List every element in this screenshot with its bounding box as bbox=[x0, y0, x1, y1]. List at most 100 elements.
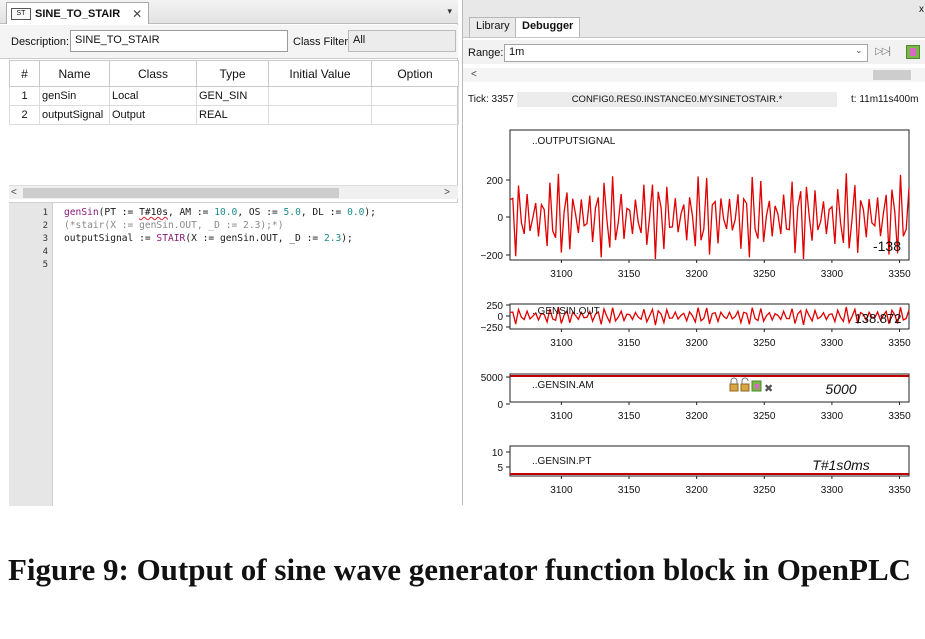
close-icon[interactable]: x bbox=[919, 4, 924, 15]
y-tick-label: 0 bbox=[497, 312, 503, 323]
table-cell[interactable] bbox=[371, 86, 459, 106]
class-filter-label: Class Filter: bbox=[293, 36, 352, 48]
plot-frame bbox=[509, 373, 910, 403]
x-tick-label: 3100 bbox=[550, 338, 573, 349]
x-tick-label: 3200 bbox=[686, 338, 709, 349]
scrollbar-thumb[interactable] bbox=[873, 70, 911, 80]
code-number: 2.3 bbox=[323, 233, 342, 244]
export-graph-icon[interactable] bbox=[906, 45, 920, 59]
debug-plots: 200 0 −200 ..OUTPUTSIGNAL -138 3100 3150 3200 32… bbox=[480, 129, 911, 496]
scrollbar-thumb[interactable] bbox=[23, 188, 339, 198]
table-cell[interactable] bbox=[268, 86, 372, 106]
tab-sine-to-stair[interactable]: ST SINE_TO_STAIR ✕ bbox=[6, 2, 150, 24]
column-header[interactable]: Name bbox=[39, 60, 110, 87]
y-tick-label: 5000 bbox=[481, 373, 504, 384]
description-row: Description: SINE_TO_STAIR Class Filter:… bbox=[0, 25, 458, 59]
code-number: 5.0 bbox=[283, 207, 301, 218]
st-code-editor[interactable]: 1 2 3 4 5 genSin(PT := T#10s, AM := 10.0… bbox=[9, 202, 458, 506]
table-cell[interactable]: outputSignal bbox=[39, 105, 110, 125]
line-number: 2 bbox=[42, 221, 48, 231]
x-tick-label: 3150 bbox=[618, 485, 641, 496]
table-cell[interactable] bbox=[268, 105, 372, 125]
pou-editor-pane: ST SINE_TO_STAIR ✕ ▾ Description: SINE_T… bbox=[0, 0, 459, 506]
y-tick-label: 250 bbox=[486, 301, 503, 312]
table-cell[interactable]: Local bbox=[109, 86, 197, 106]
x-tick-label: 3150 bbox=[618, 269, 641, 280]
fb-call-name: STAIR bbox=[156, 233, 186, 244]
chevron-down-icon[interactable]: ⌄ bbox=[855, 45, 863, 55]
range-horizontal-scrollbar[interactable]: < bbox=[463, 68, 925, 82]
range-select[interactable]: 1m bbox=[504, 44, 868, 62]
x-tick-label: 3350 bbox=[888, 338, 911, 349]
debugger-pane: Library Debugger x Range: 1m ⌄ ▷▷| < Tic… bbox=[462, 0, 925, 505]
code-text: ); bbox=[341, 233, 353, 244]
y-tick-label: 10 bbox=[492, 448, 504, 459]
table-cell[interactable]: 1 bbox=[9, 86, 40, 106]
table-cell[interactable]: Output bbox=[109, 105, 197, 125]
plot-frame bbox=[509, 445, 910, 477]
x-tick-label: 3350 bbox=[888, 485, 911, 496]
fast-forward-icon[interactable]: ▷▷| bbox=[875, 46, 891, 57]
lock-icon bbox=[729, 383, 739, 392]
table-cell[interactable] bbox=[371, 105, 459, 125]
plot-variable-label: ..OUTPUTSIGNAL bbox=[532, 136, 616, 147]
close-icon[interactable]: ✕ bbox=[132, 6, 143, 21]
x-tick-label: 3250 bbox=[753, 485, 776, 496]
plot-current-value: -138 bbox=[873, 238, 901, 254]
lock-shackle-icon bbox=[730, 377, 738, 384]
x-tick-label: 3150 bbox=[618, 411, 641, 422]
x-tick-label: 3250 bbox=[753, 269, 776, 280]
class-filter-select[interactable]: All bbox=[348, 30, 456, 52]
description-label: Description: bbox=[11, 36, 70, 48]
chevron-down-icon[interactable]: ▾ bbox=[447, 6, 452, 16]
column-header[interactable]: Initial Value bbox=[268, 60, 372, 87]
fb-instance-name: genSin bbox=[64, 207, 99, 218]
code-text: ); bbox=[364, 207, 376, 218]
line-number: 3 bbox=[42, 234, 48, 244]
tab-debugger[interactable]: Debugger bbox=[515, 17, 581, 37]
code-text: (X := genSin.OUT, _D := bbox=[185, 233, 324, 244]
code-text: , AM := bbox=[167, 207, 215, 218]
description-input[interactable]: SINE_TO_STAIR bbox=[70, 30, 288, 52]
column-header[interactable]: Option bbox=[371, 60, 459, 87]
column-header[interactable]: Type bbox=[196, 60, 269, 87]
line-number: 4 bbox=[42, 247, 48, 257]
lock-open-shackle-icon bbox=[741, 377, 749, 384]
x-tick-label: 3200 bbox=[686, 485, 709, 496]
plot-current-value: 138.872 bbox=[855, 311, 902, 326]
column-header[interactable]: Class bbox=[109, 60, 197, 87]
x-tick-label: 3300 bbox=[821, 485, 844, 496]
scroll-left-arrow[interactable]: < bbox=[471, 69, 477, 80]
table-header-row: # Name Class Type Initial Value Option bbox=[9, 60, 459, 87]
series-line bbox=[509, 306, 910, 326]
plot-current-value: T#1s0ms bbox=[812, 457, 870, 473]
code-line-1[interactable]: genSin(PT := T#10s, AM := 10.0, OS := 5.… bbox=[64, 207, 376, 218]
code-text: , OS := bbox=[237, 207, 284, 218]
line-number: 5 bbox=[42, 260, 48, 270]
table-cell[interactable]: GEN_SIN bbox=[196, 86, 269, 106]
x-tick-label: 3100 bbox=[550, 411, 573, 422]
tick-counter: Tick: 3357 bbox=[468, 94, 514, 105]
table-cell[interactable]: 2 bbox=[9, 105, 40, 125]
code-text: , DL := bbox=[300, 207, 348, 218]
lock-open-icon bbox=[740, 383, 750, 392]
code-line-3[interactable]: outputSignal := STAIR(X := genSin.OUT, _… bbox=[64, 233, 353, 244]
code-number: 10.0 bbox=[214, 207, 238, 218]
table-cell[interactable]: genSin bbox=[39, 86, 110, 106]
scroll-left-arrow[interactable]: < bbox=[11, 187, 17, 198]
scroll-right-arrow[interactable]: > bbox=[444, 187, 450, 198]
table-row[interactable]: 1 genSin Local GEN_SIN bbox=[9, 86, 459, 106]
table-horizontal-scrollbar[interactable]: < > bbox=[9, 185, 458, 199]
x-tick-label: 3350 bbox=[888, 269, 911, 280]
column-header[interactable]: # bbox=[9, 60, 40, 87]
export-icon-inner bbox=[755, 384, 759, 389]
tab-title: SINE_TO_STAIR bbox=[35, 7, 121, 20]
code-line-2[interactable]: (*stair(X := genSin.OUT, _D := 2.3);*) bbox=[64, 220, 284, 231]
table-cell[interactable]: REAL bbox=[196, 105, 269, 125]
table-row[interactable]: 2 outputSignal Output REAL bbox=[9, 105, 459, 125]
y-tick-label: 5 bbox=[497, 463, 503, 474]
x-tick-label: 3300 bbox=[821, 269, 844, 280]
tab-library[interactable]: Library bbox=[469, 17, 517, 37]
x-tick-label: 3250 bbox=[753, 338, 776, 349]
right-tab-bar: Library Debugger x bbox=[463, 0, 925, 38]
